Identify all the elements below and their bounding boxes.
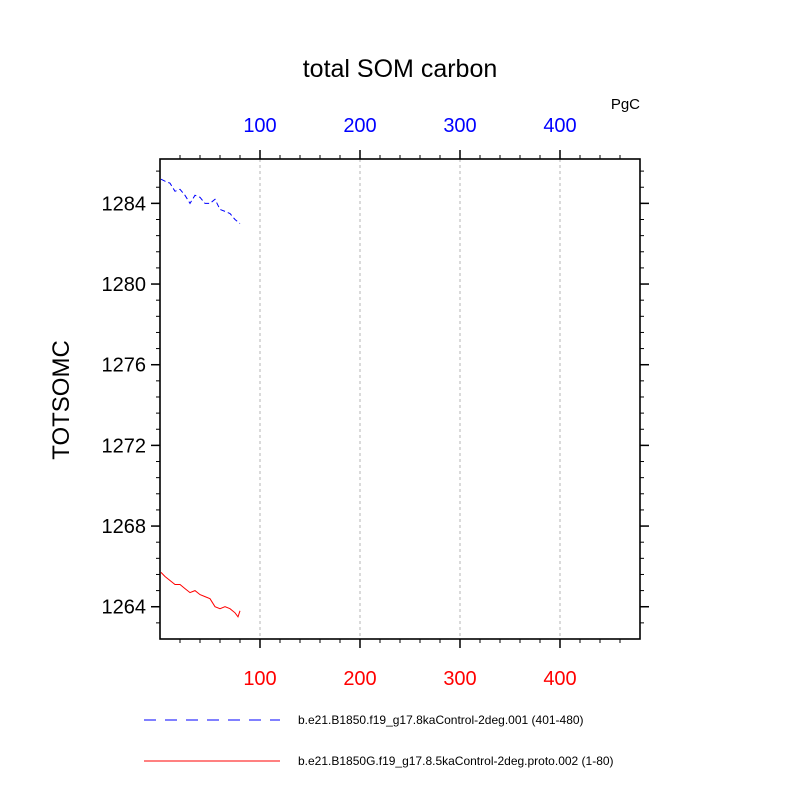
- axis-ticks: 100 200 300 400 100 200 300 400 1264 1268 1272 1276…: [102, 115, 649, 690]
- y-axis-label: TOTSOMC: [48, 340, 75, 460]
- y-tick-label: 1276: [102, 355, 147, 377]
- series-lines: [160, 178, 241, 618]
- bottom-tick-label: 300: [443, 668, 476, 690]
- bottom-tick-label: 400: [543, 668, 576, 690]
- plot-frame: [159, 158, 641, 640]
- legend: b.e21.B1850.f19_g17.8kaControl-2deg.001 …: [144, 713, 614, 768]
- legend-label-2: b.e21.B1850G.f19_g17.8.5kaControl-2deg.p…: [298, 754, 614, 768]
- series-line-1: [160, 178, 241, 224]
- top-tick-label: 100: [243, 115, 276, 137]
- top-tick-label: 300: [443, 115, 476, 137]
- y-tick-label: 1264: [102, 597, 147, 619]
- top-tick-label: 400: [543, 115, 576, 137]
- series-line-2: [160, 572, 241, 618]
- y-tick-label: 1272: [102, 435, 147, 457]
- chart-title: total SOM carbon: [303, 55, 498, 83]
- top-tick-label: 200: [343, 115, 376, 137]
- grid-lines: [259, 159, 561, 639]
- y-tick-label: 1284: [102, 193, 147, 215]
- bottom-tick-label: 100: [243, 668, 276, 690]
- y-tick-label: 1280: [102, 274, 147, 296]
- legend-label-1: b.e21.B1850.f19_g17.8kaControl-2deg.001 …: [298, 713, 584, 727]
- units-label: PgC: [611, 96, 640, 113]
- bottom-tick-label: 200: [343, 668, 376, 690]
- y-tick-label: 1268: [102, 516, 147, 538]
